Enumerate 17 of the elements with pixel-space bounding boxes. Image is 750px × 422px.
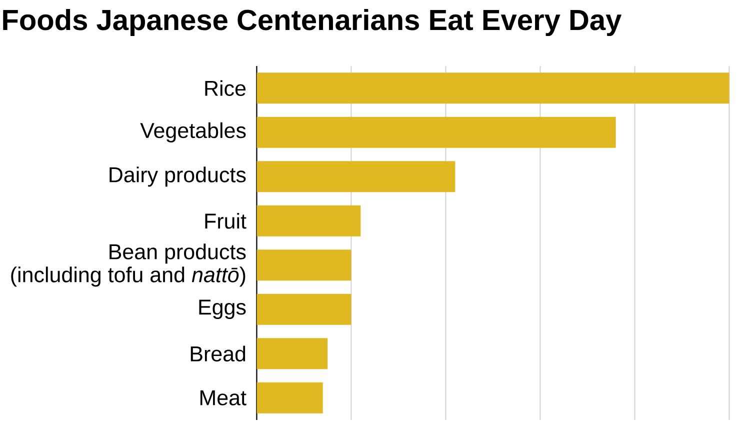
y-tick-label: Eggs [199, 300, 246, 320]
y-tick-label: Dairy products [110, 166, 246, 187]
bar [256, 161, 456, 192]
bar [256, 72, 730, 104]
y-tick-label: Bread [190, 346, 246, 362]
bar [256, 250, 352, 281]
y-tick-label: Vegetables [140, 122, 246, 142]
y-tick-label: Meat [200, 390, 246, 406]
bar [256, 382, 323, 414]
bar [256, 205, 361, 236]
bar [256, 294, 352, 325]
y-tick-label: Fruit [205, 212, 246, 229]
bar [256, 338, 328, 370]
y-tick-label: Bean products (including tofu and nattō) [11, 244, 246, 287]
y-tick-label: Rice [205, 80, 246, 96]
chart-title: Foods Japanese Centenarians Eat Every Day [3, 8, 622, 36]
bar [256, 116, 616, 148]
